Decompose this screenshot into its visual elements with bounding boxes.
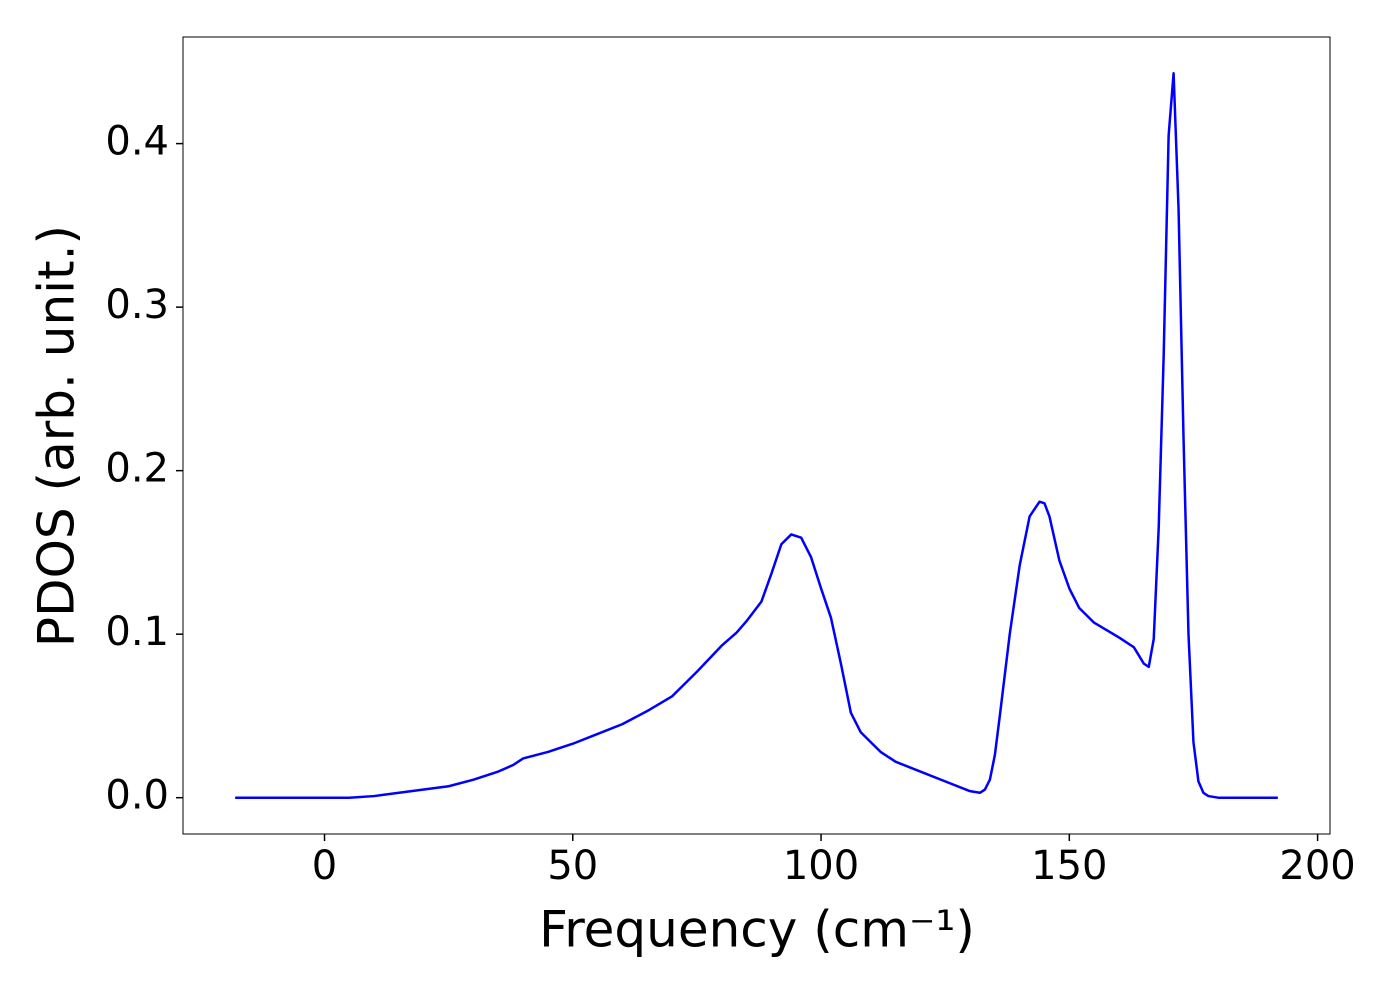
x-axis-label: Frequency (cm⁻¹) [539, 901, 975, 959]
y-tick-label: 0.0 [105, 773, 169, 819]
y-tick-label: 0.2 [105, 446, 169, 492]
y-tick-label: 0.4 [105, 119, 169, 165]
x-tick-label: 0 [312, 843, 337, 889]
data-line [235, 72, 1278, 799]
x-tick-label: 200 [1279, 843, 1355, 889]
x-tick-label: 100 [783, 843, 859, 889]
y-tick-label: 0.3 [105, 282, 169, 328]
plot-frame [182, 36, 1331, 835]
x-tick-label: 150 [1031, 843, 1107, 889]
x-tick-label: 50 [547, 843, 598, 889]
y-tick-label: 0.1 [105, 609, 169, 655]
y-axis-label: PDOS (arb. unit.) [28, 225, 86, 647]
